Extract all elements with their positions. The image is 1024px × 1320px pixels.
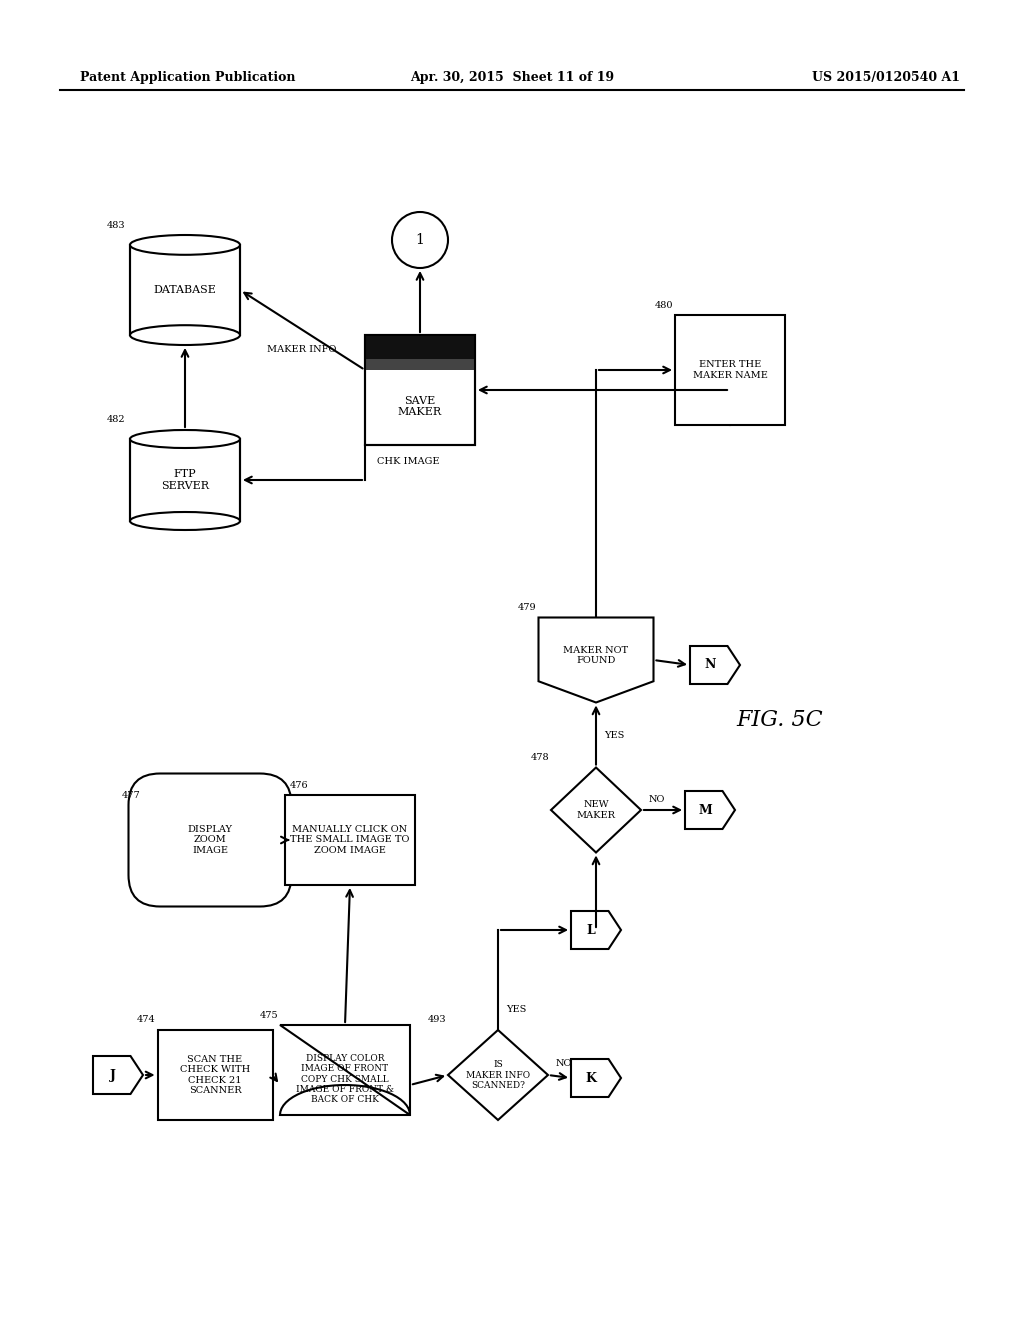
Text: 475: 475 bbox=[259, 1011, 278, 1019]
Text: 483: 483 bbox=[106, 220, 125, 230]
Bar bbox=[365, 359, 475, 370]
Text: Patent Application Publication: Patent Application Publication bbox=[80, 71, 296, 84]
Polygon shape bbox=[571, 1059, 621, 1097]
Text: 476: 476 bbox=[290, 780, 308, 789]
Polygon shape bbox=[539, 618, 653, 702]
Text: J: J bbox=[110, 1068, 116, 1081]
Text: 482: 482 bbox=[106, 416, 125, 425]
Text: DISPLAY COLOR
IMAGE OF FRONT
COPY CHK SMALL
IMAGE OF FRONT &
BACK OF CHK: DISPLAY COLOR IMAGE OF FRONT COPY CHK SM… bbox=[296, 1053, 394, 1105]
Bar bbox=[130, 440, 240, 521]
Circle shape bbox=[392, 213, 449, 268]
Polygon shape bbox=[280, 1026, 410, 1115]
Text: N: N bbox=[705, 659, 716, 672]
Bar bbox=[675, 315, 785, 425]
Text: SCAN THE
CHECK WITH
CHECK 21
SCANNER: SCAN THE CHECK WITH CHECK 21 SCANNER bbox=[180, 1055, 250, 1096]
Polygon shape bbox=[571, 911, 621, 949]
Bar bbox=[365, 335, 475, 359]
Text: FTP
SERVER: FTP SERVER bbox=[161, 469, 209, 491]
Bar bbox=[365, 335, 475, 445]
Text: MAKER INFO: MAKER INFO bbox=[267, 346, 337, 355]
Polygon shape bbox=[551, 767, 641, 853]
Polygon shape bbox=[685, 791, 735, 829]
Text: 479: 479 bbox=[518, 603, 537, 612]
Ellipse shape bbox=[130, 235, 240, 255]
Text: US 2015/0120540 A1: US 2015/0120540 A1 bbox=[812, 71, 961, 84]
Bar bbox=[285, 795, 415, 884]
Text: NO: NO bbox=[556, 1059, 572, 1068]
Text: NO: NO bbox=[649, 796, 666, 804]
Text: 478: 478 bbox=[530, 752, 549, 762]
Text: FIG. 5C: FIG. 5C bbox=[736, 709, 823, 731]
Text: 493: 493 bbox=[427, 1015, 446, 1024]
Text: NEW
MAKER: NEW MAKER bbox=[577, 800, 615, 820]
Bar bbox=[158, 1030, 272, 1119]
FancyBboxPatch shape bbox=[128, 774, 292, 907]
Text: SAVE
MAKER: SAVE MAKER bbox=[398, 396, 442, 417]
Text: 477: 477 bbox=[121, 791, 140, 800]
Text: Apr. 30, 2015  Sheet 11 of 19: Apr. 30, 2015 Sheet 11 of 19 bbox=[410, 71, 614, 84]
Text: IS
MAKER INFO
SCANNED?: IS MAKER INFO SCANNED? bbox=[466, 1060, 530, 1090]
Text: M: M bbox=[698, 804, 712, 817]
Text: L: L bbox=[587, 924, 595, 936]
Polygon shape bbox=[690, 645, 740, 684]
Polygon shape bbox=[93, 1056, 143, 1094]
Bar bbox=[365, 335, 475, 445]
Text: YES: YES bbox=[506, 1006, 526, 1015]
Text: ENTER THE
MAKER NAME: ENTER THE MAKER NAME bbox=[692, 360, 767, 380]
Ellipse shape bbox=[130, 325, 240, 345]
Text: CHK IMAGE: CHK IMAGE bbox=[377, 458, 439, 466]
Bar bbox=[130, 246, 240, 335]
Text: 480: 480 bbox=[654, 301, 673, 309]
Polygon shape bbox=[449, 1030, 548, 1119]
Text: 474: 474 bbox=[137, 1015, 156, 1024]
Ellipse shape bbox=[130, 512, 240, 531]
Text: 1: 1 bbox=[416, 234, 424, 247]
Text: DISPLAY
ZOOM
IMAGE: DISPLAY ZOOM IMAGE bbox=[187, 825, 232, 855]
Text: YES: YES bbox=[604, 730, 625, 739]
Text: K: K bbox=[586, 1072, 596, 1085]
Text: DATABASE: DATABASE bbox=[154, 285, 216, 294]
Ellipse shape bbox=[130, 430, 240, 447]
Text: MANUALLY CLICK ON
THE SMALL IMAGE TO
ZOOM IMAGE: MANUALLY CLICK ON THE SMALL IMAGE TO ZOO… bbox=[291, 825, 410, 855]
Text: MAKER NOT
FOUND: MAKER NOT FOUND bbox=[563, 645, 629, 665]
